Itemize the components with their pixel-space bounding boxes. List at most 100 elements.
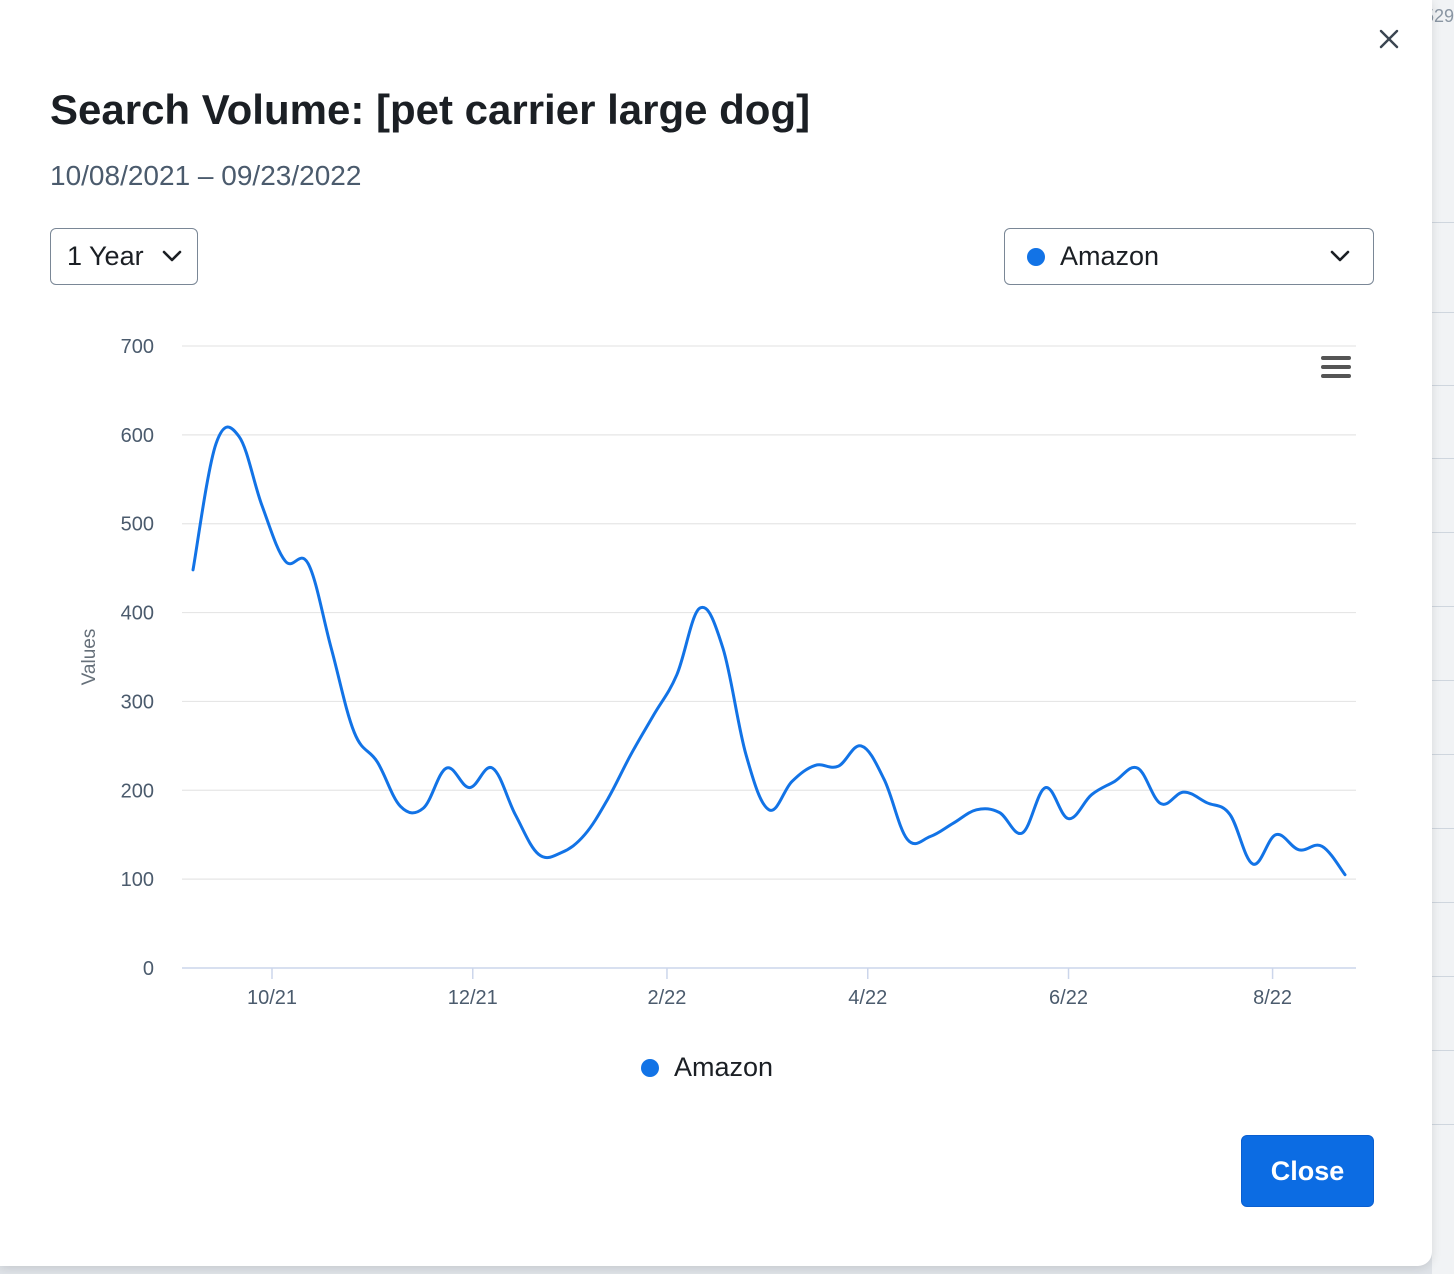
- data-point: [1252, 863, 1254, 865]
- data-point: [261, 505, 263, 507]
- chevron-down-icon: [1330, 250, 1350, 262]
- data-point: [1183, 791, 1185, 793]
- y-tick-label: 600: [121, 425, 154, 447]
- hamburger-menu-icon: [1321, 365, 1351, 369]
- series-color-dot: [1027, 247, 1045, 266]
- background-row-divider: [1432, 828, 1454, 829]
- data-point: [330, 647, 332, 649]
- data-point: [468, 787, 471, 789]
- data-point: [1321, 845, 1323, 847]
- background-row-divider: [1432, 458, 1454, 459]
- data-point: [837, 765, 839, 767]
- y-tick-label: 700: [121, 336, 154, 358]
- x-tick-label: 2/22: [647, 987, 686, 1009]
- y-tick-label: 400: [121, 603, 154, 625]
- data-point: [538, 853, 540, 855]
- data-point: [192, 569, 194, 571]
- data-point: [353, 731, 355, 734]
- background-row-divider: [1432, 1124, 1454, 1125]
- data-point: [722, 647, 724, 649]
- data-point: [445, 767, 448, 769]
- data-point: [1137, 767, 1139, 769]
- background-row-divider: [1432, 532, 1454, 533]
- data-point: [906, 838, 908, 840]
- data-point: [238, 436, 240, 438]
- data-point: [745, 754, 747, 756]
- data-point: [399, 805, 401, 807]
- search-volume-chart: 0 100 200 300 400 500 600 700 10/21 12/21 2/22 4/2…: [79, 336, 1356, 1009]
- hamburger-menu-icon: [1321, 374, 1351, 378]
- background-row-divider: [1432, 222, 1454, 223]
- date-range: 10/08/2021 – 09/23/2022: [50, 160, 362, 191]
- legend-color-dot: [641, 1058, 659, 1077]
- data-point: [284, 560, 286, 562]
- x-tick-label: 6/22: [1049, 987, 1088, 1009]
- search-volume-modal: Search Volume: [pet carrier large dog] 1…: [0, 0, 1432, 1266]
- data-point: [860, 745, 862, 747]
- data-point: [1229, 813, 1231, 815]
- data-point: [768, 809, 770, 811]
- background-page-strip: [1432, 0, 1454, 1274]
- data-point: [561, 851, 563, 854]
- background-row-divider: [1432, 1050, 1454, 1051]
- data-point: [699, 607, 701, 609]
- x-tick-label: 4/22: [848, 987, 887, 1009]
- background-row-divider: [1432, 385, 1454, 386]
- data-point: [1298, 849, 1300, 851]
- y-tick-label: 500: [121, 514, 154, 536]
- source-select[interactable]: Amazon: [1004, 228, 1374, 285]
- data-point: [376, 761, 378, 763]
- data-point: [514, 814, 517, 816]
- data-point: [1021, 832, 1024, 834]
- x-axis-ticks: 10/21 12/21 2/22 4/22 6/22 8/22: [247, 968, 1292, 1009]
- hamburger-menu-icon: [1321, 356, 1351, 360]
- close-icon[interactable]: [1374, 24, 1404, 54]
- data-point: [883, 779, 885, 781]
- data-point: [1067, 818, 1070, 820]
- series-layer: [191, 425, 1347, 877]
- data-point: [307, 563, 309, 565]
- background-row-divider: [1432, 976, 1454, 977]
- y-tick-label: 100: [121, 869, 154, 891]
- data-point: [1044, 787, 1047, 789]
- chart-menu-button[interactable]: [1318, 354, 1354, 384]
- data-point: [1206, 802, 1208, 804]
- chart-legend-item[interactable]: Amazon: [641, 1052, 773, 1083]
- data-point: [1160, 803, 1162, 805]
- y-tick-label: 0: [143, 958, 154, 980]
- period-select-value: 1 Year: [67, 241, 144, 271]
- data-point: [952, 822, 954, 824]
- data-point: [975, 809, 977, 811]
- data-point: [998, 811, 1001, 814]
- data-point: [607, 798, 609, 800]
- series-line-amazon: [191, 425, 1347, 877]
- y-tick-label: 300: [121, 691, 154, 713]
- data-point: [929, 835, 931, 838]
- background-row-divider: [1432, 902, 1454, 903]
- close-button[interactable]: Close: [1241, 1135, 1374, 1207]
- modal-title: Search Volume: [pet carrier large dog]: [50, 86, 811, 133]
- data-point: [1114, 780, 1116, 783]
- data-point: [1344, 874, 1346, 876]
- data-point: [1090, 794, 1093, 796]
- period-select[interactable]: 1 Year: [50, 228, 198, 285]
- background-row-divider: [1432, 754, 1454, 755]
- data-point: [814, 764, 816, 767]
- data-point: [1275, 834, 1277, 836]
- legend-label: Amazon: [674, 1052, 774, 1082]
- data-point: [676, 674, 678, 676]
- y-tick-label: 200: [121, 780, 154, 802]
- data-point: [491, 767, 494, 769]
- y-axis-ticks: 0 100 200 300 400 500 600 700: [121, 336, 154, 980]
- y-axis-title: Values: [79, 629, 100, 686]
- data-point: [630, 754, 632, 756]
- data-point: [791, 780, 793, 783]
- x-tick-label: 10/21: [247, 987, 297, 1009]
- data-point: [422, 807, 424, 809]
- chevron-down-icon: [162, 250, 182, 262]
- gridlines: [182, 345, 1356, 969]
- background-row-divider: [1432, 606, 1454, 607]
- source-select-value: Amazon: [1060, 241, 1160, 271]
- data-point: [584, 834, 586, 836]
- data-point: [653, 714, 655, 716]
